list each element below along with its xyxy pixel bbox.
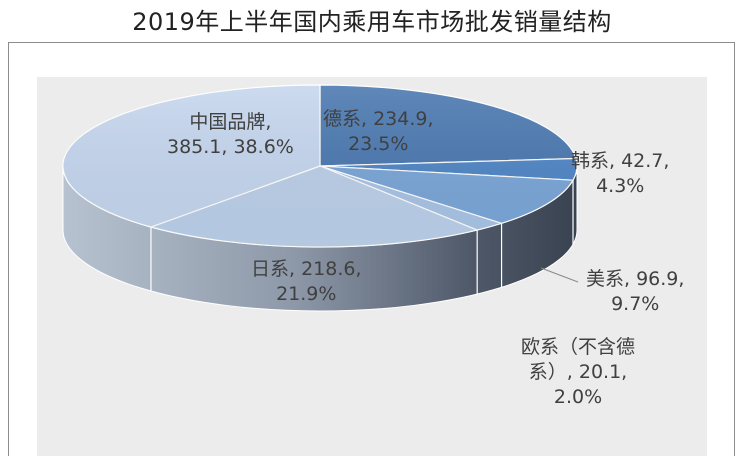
pie-top-slices [62,84,578,248]
label-german: 德系, 234.9, 23.5% [323,108,434,155]
label-european: 欧系（不含德 系）, 20.1, 2.0% [521,336,636,408]
label-korean: 韩系, 42.7, 4.3% [571,150,670,197]
chart-title: 2019年上半年国内乘用车市场批发销量结构 [132,8,612,36]
pie-top-sheen [63,85,577,247]
label-american: 美系, 96.9, 9.7% [586,268,685,315]
label-japanese: 日系, 218.6, 21.9% [251,258,362,305]
leader-line-american [540,267,579,283]
label-chinese: 中国品牌, 385.1, 38.6% [167,111,294,158]
